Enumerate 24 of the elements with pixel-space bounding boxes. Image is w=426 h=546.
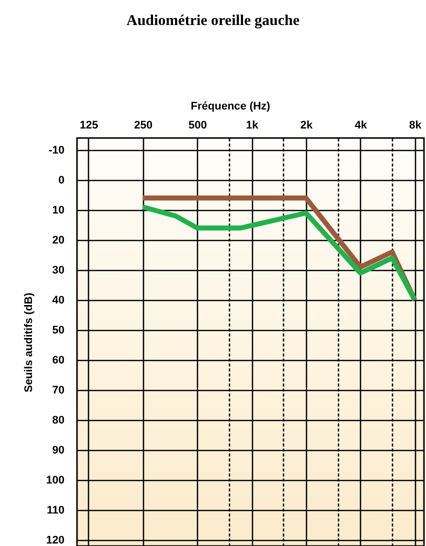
y-tick-label: 100: [46, 474, 64, 486]
y-tick-label: 120: [46, 534, 64, 546]
x-tick-label: 500: [188, 120, 207, 132]
y-tick-label: 40: [52, 294, 64, 306]
y-tick-label: 20: [52, 234, 64, 246]
y-tick-label: 0: [58, 174, 64, 186]
y-axis-title: Seuils auditifs (dB): [23, 292, 36, 392]
y-tick-label: 60: [52, 354, 64, 366]
y-tick-label: 110: [46, 504, 64, 516]
y-tick-label: 90: [52, 444, 64, 456]
y-tick-label: 50: [52, 324, 64, 336]
x-tick-label: 8k: [409, 120, 422, 132]
x-tick-label: 250: [134, 120, 153, 132]
x-tick-label: 4k: [354, 120, 368, 132]
y-tick-label: -10: [48, 144, 64, 156]
x-tick-label: 1k: [246, 120, 260, 132]
y-tick-label: 70: [52, 384, 64, 396]
y-tick-label: 30: [52, 264, 64, 276]
y-tick-label: 80: [52, 414, 64, 426]
chart-title: Audiométrie oreille gauche: [126, 13, 300, 29]
x-tick-label: 2k: [300, 120, 314, 132]
x-tick-label: 125: [80, 120, 98, 132]
x-axis-title: Fréquence (Hz): [190, 100, 271, 112]
y-tick-label: 10: [52, 204, 64, 216]
